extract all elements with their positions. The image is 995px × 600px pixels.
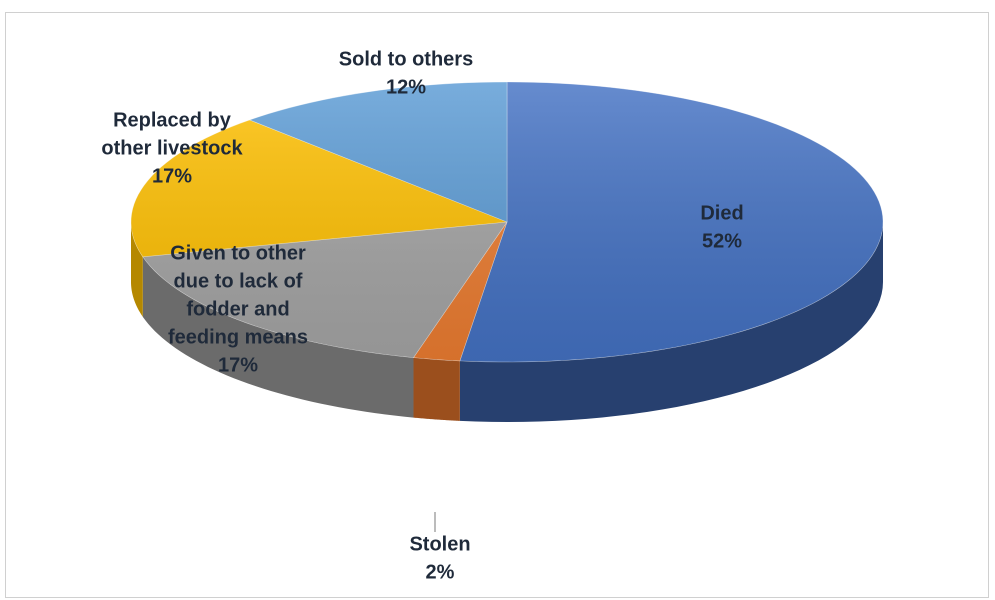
data-label-category-replaced-by: Replaced by: [113, 109, 232, 131]
data-label-category-given-to-other: fodder and: [186, 298, 289, 320]
slice-replaced-by-side: [131, 222, 143, 317]
slice-died-side: [459, 222, 883, 422]
data-label-value-replaced-by: 17%: [152, 165, 192, 187]
pie-label-layer: Died 52% Stolen 2% Given to other due to lack…: [101, 48, 743, 583]
slice-stolen-side: [413, 357, 460, 421]
data-label-category-given-to-other: feeding means: [168, 326, 308, 348]
data-label-value-stolen: 2%: [426, 561, 455, 583]
pie-top-layer: [130, 81, 884, 363]
data-label-category-given-to-other: due to lack of: [174, 270, 303, 292]
data-label-category-given-to-other: Given to other: [170, 242, 306, 264]
slice-given-to-other-side: [142, 256, 414, 418]
pie-side-layer: [131, 222, 883, 422]
data-label-category-sold-to-others: Sold to others: [339, 48, 473, 70]
data-label-category-replaced-by: other livestock: [101, 137, 243, 159]
data-label-category-stolen: Stolen: [409, 533, 470, 555]
pie-sheen: [131, 82, 883, 362]
data-label-value-died: 52%: [702, 230, 742, 252]
data-label-value-sold-to-others: 12%: [386, 76, 426, 98]
data-label-category-died: Died: [700, 202, 743, 224]
data-label-value-given-to-other: 17%: [218, 354, 258, 376]
